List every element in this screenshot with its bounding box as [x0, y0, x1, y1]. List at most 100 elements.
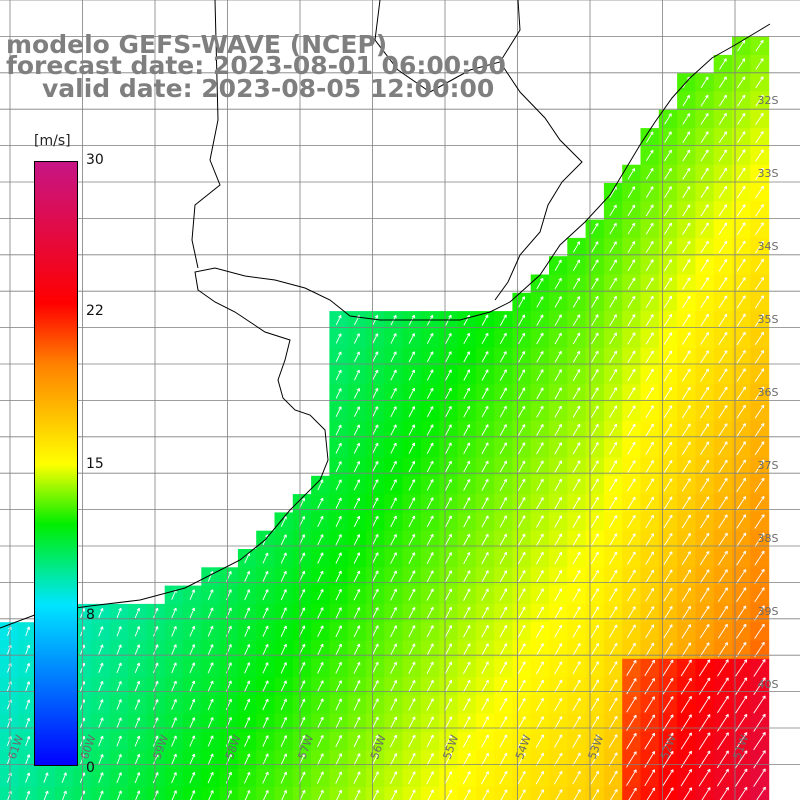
wind-arrow [518, 405, 526, 418]
wind-arrow [517, 606, 526, 620]
wind-arrow [646, 787, 656, 800]
speed-cell [494, 786, 513, 800]
wind-arrow-head [430, 533, 434, 538]
wind-arrow-head [706, 642, 710, 646]
wind-arrow [317, 698, 324, 711]
wind-arrow-head [375, 570, 379, 574]
wind-arrow-head [430, 661, 434, 666]
wind-arrow [518, 442, 526, 455]
wind-arrow-head [742, 313, 746, 318]
wind-arrow-head [632, 551, 636, 555]
wind-arrow-head [744, 750, 748, 754]
wind-arrow-head [173, 717, 177, 721]
wind-arrow [171, 626, 177, 637]
wind-arrow-head [687, 569, 691, 573]
wind-arrow-head [26, 772, 31, 776]
wind-arrow [700, 405, 709, 419]
wind-arrow [682, 277, 691, 290]
wind-arrow-head [338, 716, 342, 721]
wind-arrow [627, 186, 635, 198]
wind-arrow-head [375, 461, 379, 465]
wind-arrow [116, 717, 122, 729]
wind-arrow [262, 589, 269, 601]
wind-arrow-head [26, 699, 31, 703]
wind-arrow [699, 514, 710, 529]
wind-arrow [590, 533, 599, 547]
wind-arrow-head [760, 94, 764, 99]
wind-arrow [700, 149, 709, 162]
wind-arrow [335, 351, 342, 362]
wind-arrow [663, 460, 673, 474]
wind-arrow-head [466, 533, 471, 538]
wind-arrow [754, 313, 764, 327]
wind-arrow [499, 734, 508, 748]
colorbar-segment [35, 165, 77, 167]
wind-arrow-head [558, 296, 562, 300]
wind-arrow [43, 772, 49, 783]
wind-arrow-head [558, 350, 562, 355]
wind-arrow-head [705, 478, 710, 482]
wind-arrow-head [540, 387, 544, 391]
wind-arrow-head [448, 606, 452, 611]
wind-arrow [262, 644, 269, 656]
wind-arrow-head [559, 752, 563, 757]
wind-arrow-head [760, 258, 764, 263]
wind-arrow-head [705, 313, 709, 318]
border-line [191, 0, 221, 269]
wind-arrow-head [228, 625, 232, 630]
wind-arrow-head [356, 461, 360, 465]
wind-arrow [754, 277, 764, 291]
wind-arrow-head [687, 642, 692, 646]
wind-arrow [755, 131, 764, 144]
wind-arrow-head [467, 625, 471, 629]
colorbar-segment [35, 170, 77, 172]
wind-arrow [372, 351, 379, 363]
wind-arrow-head [577, 606, 581, 610]
wind-arrow [700, 167, 709, 180]
wind-arrow-head [613, 387, 617, 391]
wind-arrow [463, 588, 471, 601]
wind-arrow-head [558, 369, 562, 373]
wind-arrow-head [724, 477, 728, 482]
wind-arrow-head [595, 350, 599, 355]
wind-arrow [481, 406, 489, 418]
wind-arrow [317, 680, 324, 692]
wind-arrow-head [283, 680, 287, 684]
border-line [494, 61, 583, 301]
wind-arrow-head [595, 716, 600, 720]
wind-arrow [390, 442, 397, 454]
wind-arrow-head [723, 113, 727, 117]
wind-arrow-head [503, 515, 507, 519]
wind-arrow [609, 460, 617, 473]
wind-arrow [317, 534, 324, 546]
wind-arrow-head [705, 167, 709, 172]
wind-arrow-head [301, 589, 306, 593]
wind-arrow-head [26, 754, 31, 758]
wind-arrow-head [595, 332, 599, 337]
wind-arrow-head [191, 735, 196, 739]
wind-arrow [426, 534, 434, 546]
wind-arrow [317, 516, 324, 527]
wind-arrow-head [393, 588, 397, 593]
wind-arrow-head [558, 405, 562, 410]
wind-arrow-head [448, 643, 452, 647]
wind-arrow-head [723, 259, 728, 263]
wind-arrow-head [741, 113, 746, 117]
wind-arrow-head [724, 514, 728, 518]
wind-arrow [717, 605, 728, 621]
wind-arrow-head [246, 589, 251, 593]
wind-arrow-head [723, 58, 727, 62]
colorbar-segment [35, 188, 77, 190]
wind-arrow-head [283, 570, 287, 575]
wind-arrow-head [688, 677, 692, 682]
wind-arrow-head [558, 332, 562, 337]
wind-arrow-head [411, 588, 416, 593]
wind-arrow-head [706, 624, 710, 628]
wind-arrow-head [265, 643, 269, 648]
wind-arrow [590, 588, 599, 602]
wind-arrow [554, 606, 563, 620]
wind-arrow-head [723, 277, 728, 281]
wind-arrow [627, 533, 636, 547]
wind-arrow-head [485, 734, 489, 738]
wind-arrow [353, 698, 361, 711]
